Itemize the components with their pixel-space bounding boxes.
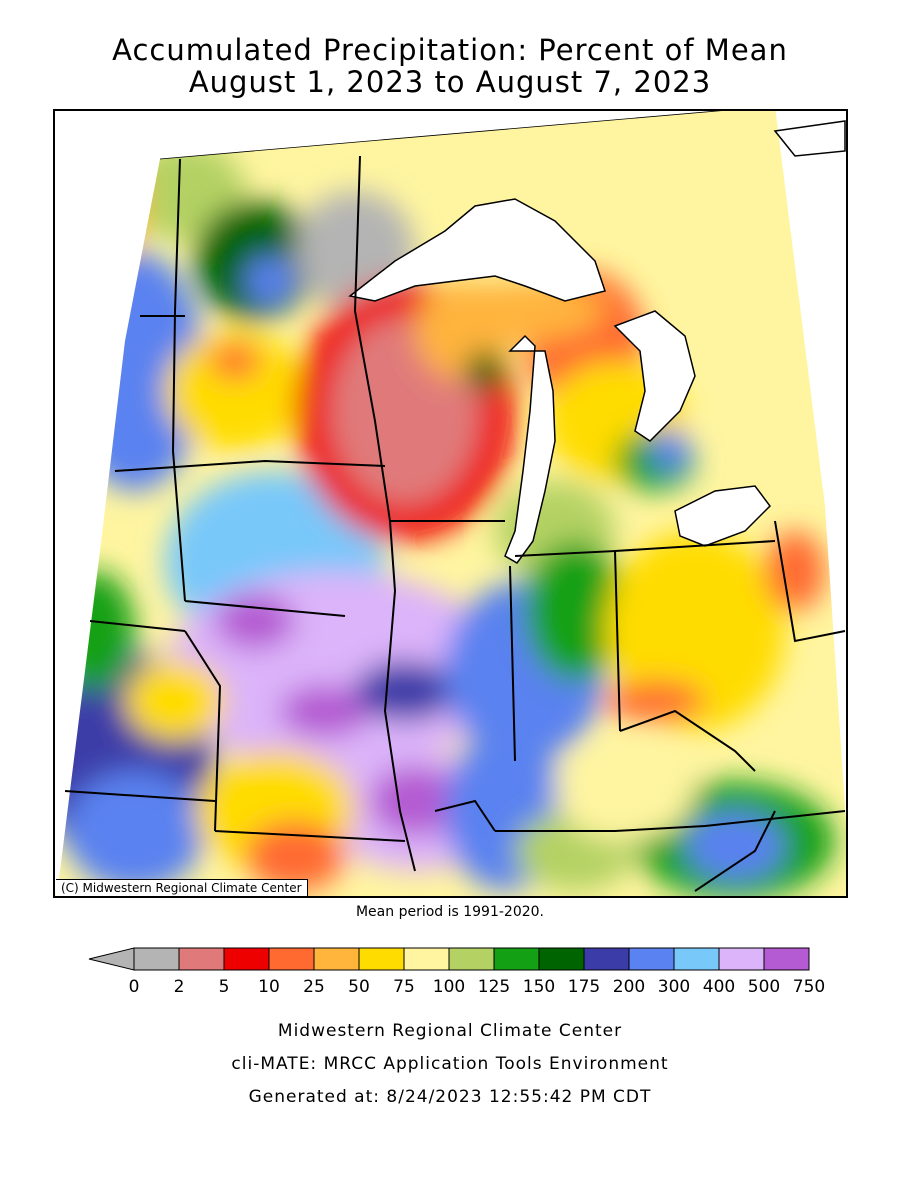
legend-label-8: 125 xyxy=(478,977,510,997)
precipitation-map: (C) Midwestern Regional Climate Center xyxy=(53,109,848,898)
legend-label-12: 300 xyxy=(658,977,690,997)
legend-swatch-9 xyxy=(538,947,585,971)
projection-outline xyxy=(159,111,722,160)
map-title-line2: August 1, 2023 to August 7, 2023 xyxy=(188,65,712,99)
legend-label-2: 5 xyxy=(219,977,230,997)
legend-swatch-7 xyxy=(448,947,495,971)
footer-generated-time: Generated at: 8/24/2023 12:55:42 PM CDT xyxy=(248,1087,652,1107)
legend-label-9: 150 xyxy=(523,977,555,997)
great-lakes xyxy=(348,120,846,564)
legend-label-3: 10 xyxy=(258,977,280,997)
legend-swatch-1 xyxy=(178,947,225,971)
legend-swatch-5 xyxy=(358,947,405,971)
legend-swatch-4 xyxy=(313,947,360,971)
legend-swatch-6 xyxy=(403,947,450,971)
legend-swatch-13 xyxy=(718,947,765,971)
legend-swatch-12 xyxy=(673,947,720,971)
legend-label-7: 100 xyxy=(433,977,465,997)
legend-label-15: 750 xyxy=(793,977,825,997)
legend-label-0: 0 xyxy=(129,977,140,997)
legend-label-10: 175 xyxy=(568,977,600,997)
legend-under-arrow xyxy=(88,947,135,971)
legend-swatch-14 xyxy=(763,947,810,971)
legend-swatch-3 xyxy=(268,947,315,971)
legend-scale: 0 2 5 10 25 50 75 100 125 150 175 200 300 400 500 750 xyxy=(88,947,825,997)
mean-period-note: Mean period is 1991-2020. xyxy=(355,904,545,920)
map-title-line1: Accumulated Precipitation: Percent of Me… xyxy=(112,33,788,67)
legend-label-13: 400 xyxy=(703,977,735,997)
legend-label-4: 25 xyxy=(303,977,325,997)
legend-swatch-10 xyxy=(583,947,630,971)
legend-label-1: 2 xyxy=(174,977,185,997)
legend-swatch-2 xyxy=(223,947,270,971)
color-legend: 0 2 5 10 25 50 75 100 125 150 175 200 300 400 500 750 xyxy=(0,940,900,1000)
footer-organization: Midwestern Regional Climate Center xyxy=(277,1021,623,1041)
footer-tool-name: cli-MATE: MRCC Application Tools Environ… xyxy=(231,1054,669,1074)
legend-swatch-8 xyxy=(493,947,540,971)
legend-label-6: 75 xyxy=(393,977,415,997)
legend-swatch-0 xyxy=(133,947,180,971)
map-canvas xyxy=(55,111,846,896)
legend-label-5: 50 xyxy=(348,977,370,997)
legend-label-11: 200 xyxy=(613,977,645,997)
copyright-credit: (C) Midwestern Regional Climate Center xyxy=(56,879,308,896)
legend-label-14: 500 xyxy=(748,977,780,997)
state-borders xyxy=(64,155,846,892)
legend-swatch-11 xyxy=(628,947,675,971)
